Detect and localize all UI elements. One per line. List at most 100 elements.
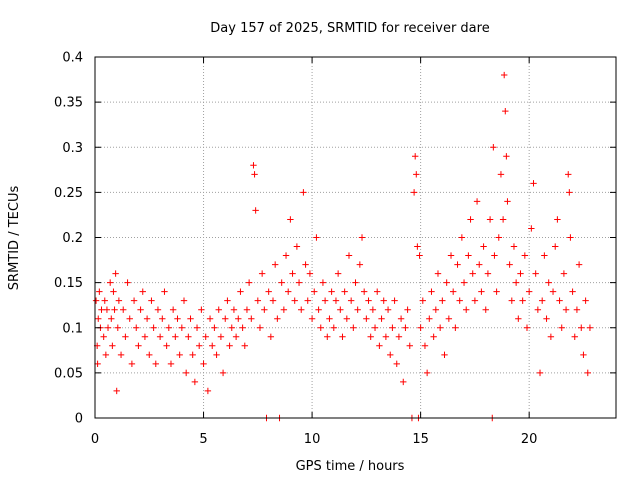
data-point <box>360 288 368 295</box>
data-point <box>230 306 238 313</box>
data-point <box>139 288 146 295</box>
data-point <box>447 252 455 259</box>
chart-title: Day 157 of 2025, SRMTID for receiver dar… <box>210 21 489 36</box>
data-point <box>566 189 573 196</box>
data-point <box>326 315 333 322</box>
data-point <box>571 333 578 340</box>
data-point <box>148 297 155 304</box>
data-point <box>282 252 290 259</box>
data-point <box>393 360 400 368</box>
data-point <box>306 270 314 277</box>
data-point <box>580 351 587 359</box>
data-point <box>217 333 225 340</box>
data-point <box>304 297 311 304</box>
data-point <box>519 297 526 304</box>
data-point <box>419 297 426 304</box>
x-tick-label: 15 <box>412 432 429 447</box>
x-tick-label: 0 <box>91 432 99 447</box>
data-point <box>567 234 574 241</box>
data-point <box>473 198 481 205</box>
data-point <box>413 171 420 178</box>
data-point <box>384 306 392 313</box>
data-point <box>143 315 151 322</box>
data-point <box>352 279 359 286</box>
data-point <box>502 107 509 115</box>
y-tick-label: 0.05 <box>54 366 83 381</box>
data-point <box>491 252 498 259</box>
data-point <box>452 324 459 331</box>
data-point <box>460 279 468 286</box>
data-point <box>163 342 170 349</box>
data-point <box>586 324 594 331</box>
data-point <box>476 261 483 268</box>
data-point <box>404 306 411 313</box>
data-point <box>504 198 511 205</box>
data-point <box>248 315 255 322</box>
data-point <box>115 297 123 304</box>
data-point <box>332 297 340 304</box>
data-point <box>441 351 448 359</box>
data-point <box>146 351 153 359</box>
data-point <box>443 279 450 286</box>
data-point <box>95 315 102 322</box>
data-point <box>376 342 383 349</box>
data-point <box>380 297 387 304</box>
data-point <box>582 297 589 304</box>
data-point <box>428 288 435 295</box>
data-point <box>341 288 348 295</box>
data-point <box>547 333 555 340</box>
data-point <box>295 279 303 286</box>
data-point <box>298 306 305 313</box>
data-point <box>198 306 205 313</box>
data-point <box>471 297 479 304</box>
data-point <box>411 153 419 160</box>
data-point <box>113 387 120 395</box>
data-point <box>245 279 253 286</box>
data-point <box>365 297 372 304</box>
data-point <box>98 306 105 313</box>
data-point <box>313 234 320 241</box>
data-point <box>495 234 502 241</box>
data-point <box>538 297 546 304</box>
data-point <box>503 153 510 160</box>
data-point <box>484 270 492 277</box>
data-point <box>308 315 316 322</box>
data-point <box>117 351 125 359</box>
data-point <box>417 324 424 331</box>
data-point <box>126 315 133 322</box>
data-point <box>315 306 322 313</box>
data-point <box>191 378 199 386</box>
data-point <box>293 243 301 250</box>
data-point <box>202 333 209 340</box>
data-point <box>135 342 142 349</box>
data-point <box>156 333 164 340</box>
data-point <box>430 333 437 340</box>
x-tick-label: 5 <box>199 432 207 447</box>
data-point <box>112 270 119 277</box>
data-point <box>543 315 550 322</box>
data-point <box>536 369 544 377</box>
data-point <box>395 333 403 340</box>
data-point <box>215 306 222 313</box>
y-tick-label: 0.1 <box>62 321 83 336</box>
data-point <box>167 360 175 368</box>
data-point <box>265 288 272 295</box>
data-point <box>469 270 476 277</box>
data-point <box>345 252 353 259</box>
data-point <box>558 324 565 331</box>
data-point <box>187 315 194 322</box>
data-point <box>330 324 337 331</box>
y-axis-label: SRMTID / TECUs <box>7 186 22 291</box>
data-point <box>182 369 190 377</box>
data-point <box>161 288 168 295</box>
data-point <box>517 270 524 277</box>
data-point <box>416 252 423 259</box>
data-point <box>414 243 421 250</box>
data-point <box>311 288 318 295</box>
data-point <box>426 315 433 322</box>
data-point <box>573 306 581 313</box>
data-point <box>317 324 324 331</box>
data-point <box>454 261 461 268</box>
data-point <box>541 252 548 259</box>
data-point <box>100 333 107 340</box>
